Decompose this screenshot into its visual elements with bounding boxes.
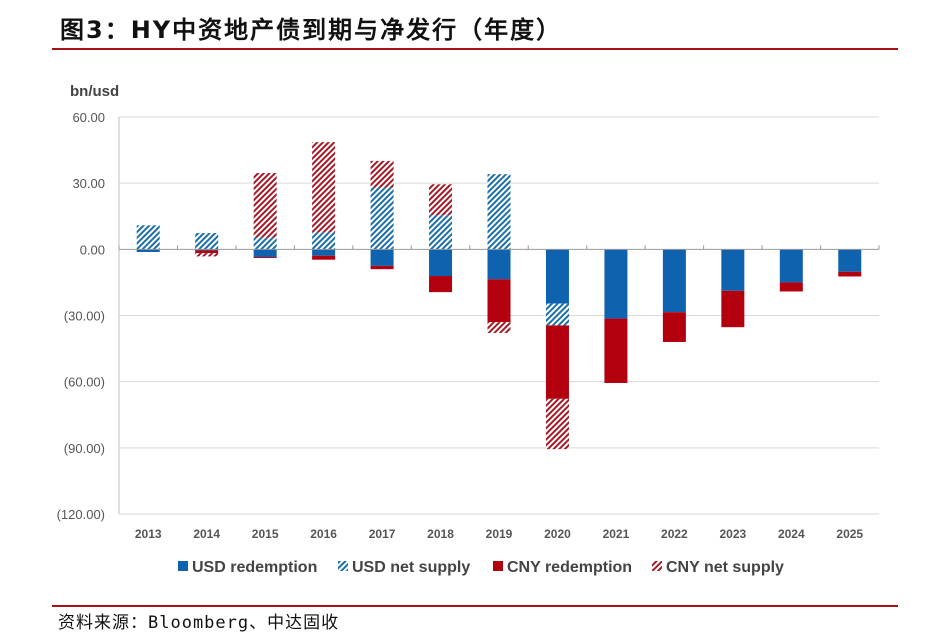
bar-cny-redemption-2024	[779, 282, 803, 292]
legend-swatch-cny-net-supply	[652, 561, 662, 571]
bar-usd-redemption-2016	[312, 249, 336, 256]
bar-cny-redemption-2018	[429, 276, 453, 293]
bar-usd-net-supply-2017	[370, 187, 394, 250]
bar-cny-redemption-2015	[253, 257, 277, 259]
x-tick-label: 2014	[193, 527, 220, 541]
bar-cny-redemption-2022	[662, 312, 686, 342]
bar-usd-net-supply-2018	[429, 215, 453, 250]
x-tick-label: 2018	[427, 527, 454, 541]
y-tick-label: (120.00)	[57, 507, 105, 522]
legend-label: USD net supply	[352, 559, 470, 576]
x-tick-label: 2021	[603, 527, 630, 541]
bar-usd-net-supply-2016	[312, 232, 336, 250]
stacked-bar-chart: bn/usd 60.00 30.00 0.00 (30.00) (60.00) (90.0…	[57, 83, 880, 576]
bar-cny-redemption-2014	[195, 250, 219, 254]
x-tick-label: 2013	[135, 527, 162, 541]
bar-usd-redemption-2019	[487, 249, 511, 280]
x-tick-label: 2019	[486, 527, 513, 541]
bar-cny-redemption-2021	[604, 318, 628, 383]
bar-usd-net-supply-2020	[545, 303, 569, 326]
y-tick-label: (30.00)	[64, 309, 105, 324]
source-note: 资料来源：Bloomberg、中达固收	[58, 613, 340, 633]
x-tick-label: 2024	[778, 527, 805, 541]
bar-usd-redemption-2022	[662, 249, 686, 313]
x-tick-label: 2015	[252, 527, 279, 541]
y-tick-label: (90.00)	[64, 441, 105, 456]
figure-title: 图3：HY中资地产债到期与净发行（年度）	[60, 16, 563, 44]
bar-cny-redemption-2025	[838, 271, 862, 277]
bar-usd-redemption-2023	[721, 249, 745, 291]
bar-usd-redemption-2014	[195, 249, 219, 251]
bar-cny-redemption-2016	[312, 255, 336, 260]
bar-usd-redemption-2025	[838, 249, 862, 272]
bar-usd-net-supply-2013	[136, 225, 160, 250]
y-axis-unit-label: bn/usd	[70, 83, 119, 100]
bar-usd-redemption-2018	[429, 249, 453, 277]
legend-swatch-usd-net-supply	[338, 561, 348, 571]
x-tick-label: 2025	[836, 527, 863, 541]
y-tick-label: 60.00	[72, 110, 105, 125]
legend: USD redemption USD net supply CNY redempti…	[178, 559, 784, 576]
bar-usd-redemption-2020	[545, 249, 569, 304]
x-tick-label: 2016	[310, 527, 337, 541]
bar-cny-redemption-2017	[370, 265, 394, 270]
bar-usd-redemption-2015	[253, 249, 277, 258]
bar-cny-net-supply-2018	[429, 184, 453, 216]
bar-usd-redemption-2017	[370, 249, 394, 266]
bar-cny-net-supply-2020	[545, 398, 569, 450]
bar-usd-net-supply-2015	[253, 237, 277, 250]
bar-usd-redemption-2021	[604, 249, 628, 319]
legend-swatch-usd-redemption	[178, 561, 188, 571]
x-tick-label: 2023	[719, 527, 746, 541]
y-tick-label: 30.00	[72, 176, 105, 191]
legend-label: CNY net supply	[666, 559, 784, 576]
legend-label: USD redemption	[192, 559, 317, 576]
bar-usd-net-supply-2014	[195, 233, 219, 250]
y-tick-label: (60.00)	[64, 375, 105, 390]
legend-swatch-cny-redemption	[493, 561, 503, 571]
bar-cny-net-supply-2017	[370, 160, 394, 188]
bar-usd-redemption-2024	[779, 249, 803, 283]
bar-cny-net-supply-2015	[253, 173, 277, 238]
title-rule	[52, 48, 898, 50]
x-tick-label: 2022	[661, 527, 688, 541]
bar-cny-net-supply-2014	[195, 253, 219, 257]
bar-usd-redemption-2013	[136, 249, 160, 252]
x-tick-label: 2020	[544, 527, 571, 541]
bar-cny-net-supply-2019	[487, 322, 511, 333]
bar-cny-redemption-2020	[545, 325, 569, 399]
legend-label: CNY redemption	[507, 559, 632, 576]
x-tick-label: 2017	[369, 527, 396, 541]
source-rule	[52, 605, 898, 607]
bar-cny-net-supply-2016	[312, 142, 336, 233]
bar-cny-redemption-2023	[721, 290, 745, 328]
bar-usd-net-supply-2019	[487, 174, 511, 250]
y-tick-label: 0.00	[80, 242, 105, 257]
bar-cny-redemption-2019	[487, 279, 511, 323]
